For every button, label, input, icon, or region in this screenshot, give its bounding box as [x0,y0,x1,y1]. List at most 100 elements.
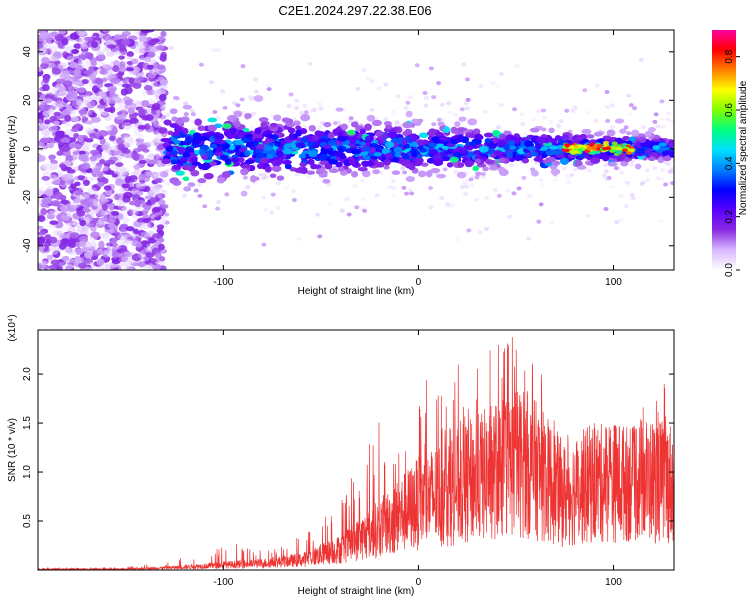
heatmap-noise-mark [110,226,120,234]
heatmap-noise-mark [666,162,672,167]
heatmap-noise-mark [453,112,459,117]
heatmap-noise-mark [142,213,149,220]
heatmap-noise-mark [38,231,46,236]
heatmap-noise-mark [38,124,44,130]
heatmap-noise-mark [118,55,125,60]
heatmap-noise-mark [133,164,141,170]
heatmap-noise-mark [155,186,163,193]
heatmap-noise-mark [124,99,133,106]
heatmap-noise-mark [119,99,126,108]
heatmap-noise-mark [369,79,375,84]
heatmap-noise-mark [118,238,129,245]
heatmap-noise-mark [606,175,612,180]
heatmap-noise-mark [436,117,442,122]
heatmap-noise-mark [89,132,97,139]
heatmap-noise-mark [291,198,297,203]
heatmap-noise-mark [156,133,165,138]
heatmap-noise-mark [307,61,313,66]
heatmap-noise-mark [113,193,121,201]
heatmap-noise-mark [63,247,71,253]
heatmap-noise-mark [619,170,625,175]
heatmap-noise-mark [605,105,611,110]
heatmap-noise-mark [369,107,375,112]
heatmap-noise-mark [41,43,51,48]
heatmap-noise-mark [100,111,110,118]
heatmap-noise-mark [53,111,62,117]
heatmap-noise-mark [141,89,149,97]
heatmap-noise-mark [66,104,73,111]
heatmap-noise-mark [173,186,179,191]
heatmap-noise-mark [117,234,127,241]
heatmap-noise-mark [174,96,180,101]
heatmap-noise-mark [436,81,442,86]
heatmap-noise-mark [670,181,674,186]
heatmap-noise-mark [669,119,674,124]
heatmap-noise-mark [44,119,51,125]
heatmap-noise-mark [158,199,167,205]
heatmap-noise-mark [623,204,629,209]
heatmap-noise-mark [498,103,504,108]
heatmap-noise-mark [54,191,63,200]
heatmap-noise-mark [118,122,125,130]
heatmap-noise-mark [294,172,300,177]
heatmap-noise-mark [136,183,145,188]
heatmap-noise-mark [98,240,105,249]
heatmap-noise-mark [143,204,150,210]
heatmap-noise-mark [507,214,513,219]
heatmap-noise-mark [263,174,269,179]
heatmap-noise-mark [93,36,102,43]
heatmap-noise-mark [160,204,169,209]
heatmap-noise-mark [81,192,91,198]
heatmap-noise-mark [117,245,128,252]
heatmap-noise-mark [90,41,99,48]
heatmap-noise-mark [60,238,70,246]
heatmap-noise-mark [81,162,91,170]
heatmap-band-mark [456,171,467,179]
heatmap-noise-mark [131,152,140,161]
heatmap-noise-mark [628,103,634,108]
heatmap-noise-mark [96,249,104,254]
heatmap-noise-mark [150,109,159,115]
heatmap-noise-mark [663,160,669,165]
heatmap-noise-mark [105,159,116,165]
heatmap-noise-mark [155,154,161,159]
heatmap-noise-mark [296,236,302,241]
heatmap-noise-mark [68,108,76,115]
heatmap-noise-mark [459,185,465,190]
heatmap-noise-mark [511,191,517,196]
heatmap-noise-mark [153,138,161,145]
heatmap-noise-mark [564,173,570,178]
heatmap-noise-mark [70,202,80,209]
heatmap-noise-mark [629,192,635,197]
heatmap-noise-mark [121,183,130,189]
heatmap-band-mark [322,179,331,184]
heatmap-noise-mark [446,204,452,209]
heatmap-noise-mark [102,63,112,70]
heatmap-noise-mark [48,210,58,215]
heatmap-noise-mark [224,167,230,172]
heatmap-noise-mark [116,97,123,105]
heatmap-noise-mark [101,111,110,116]
heatmap-noise-mark [193,188,199,193]
heatmap-noise-mark [147,51,156,58]
heatmap-noise-mark [39,47,48,55]
heatmap-noise-mark [644,168,650,173]
heatmap-noise-mark [538,178,544,183]
heatmap-noise-mark [130,208,139,216]
heatmap-noise-mark [44,39,52,47]
heatmap-noise-mark [154,178,163,183]
heatmap-noise-mark [150,171,160,179]
heatmap-noise-mark [603,163,609,168]
heatmap-noise-mark [38,186,46,192]
heatmap-noise-mark [38,141,46,149]
heatmap-noise-mark [346,212,352,217]
heatmap-band-mark [475,171,482,177]
heatmap-noise-mark [668,169,674,174]
heatmap-noise-mark [55,264,63,270]
heatmap-noise-mark [531,117,537,122]
heatmap-noise-mark [462,181,468,186]
heatmap-noise-mark [82,194,90,200]
heatmap-noise-mark [464,77,470,82]
heatmap-noise-mark [538,202,544,207]
figure-title: C2E1.2024.297.22.38.E06 [278,3,431,18]
